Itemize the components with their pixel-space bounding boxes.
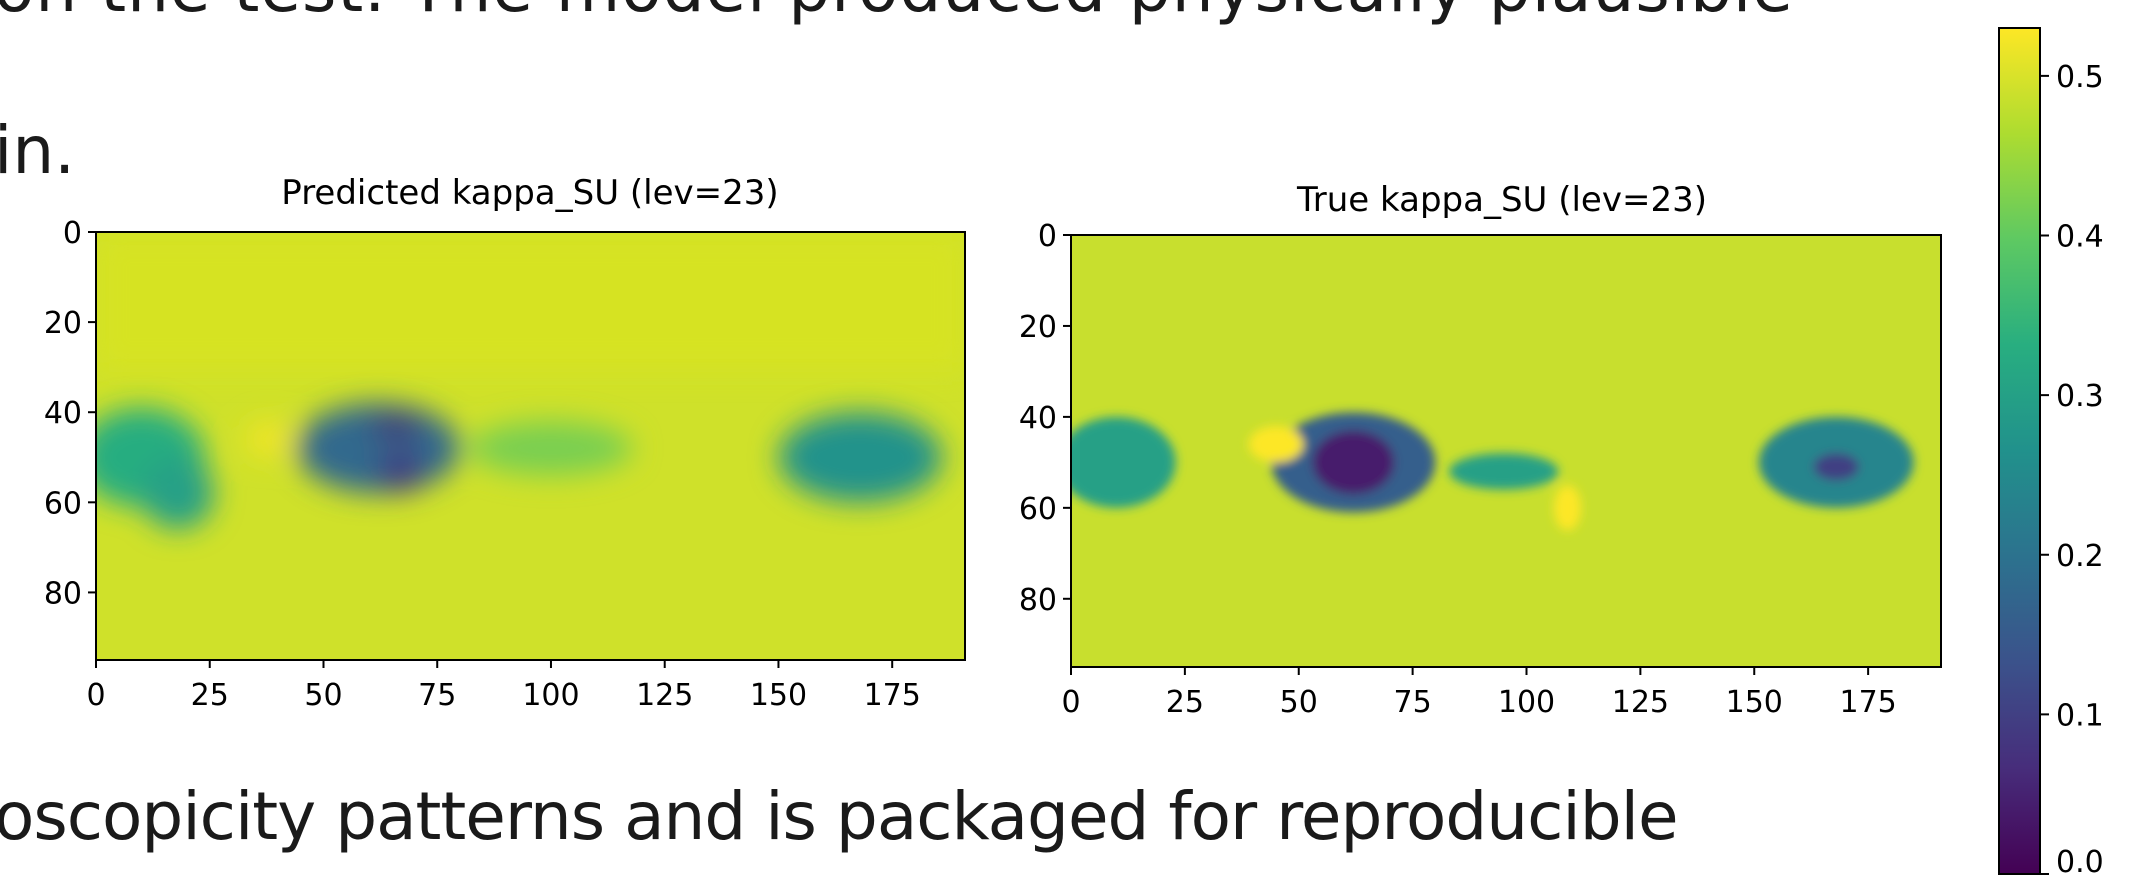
slide-text-line-3: oscopicity patterns and is packaged for … (0, 778, 1679, 855)
colorbar-tick-label: 0.1 (2056, 698, 2104, 733)
true-heatmap-title: True kappa_SU (lev=23) (1296, 180, 1707, 220)
heatmap-feature-7 (469, 421, 633, 476)
x-tick-label: 25 (191, 678, 229, 713)
heatmap-feature-0 (1071, 416, 1176, 508)
heatmap-feature-6 (246, 421, 292, 458)
x-tick-label: 150 (1726, 685, 1783, 720)
x-tick-label: 175 (864, 678, 921, 713)
y-tick-label: 80 (1019, 583, 1057, 618)
heatmap-feature-6 (1813, 453, 1860, 481)
y-tick-label: 60 (44, 486, 82, 521)
colorbar: 0.0 0.1 0.2 0.3 0.4 0.5 (1998, 27, 2104, 877)
true-heatmap-panel: True kappa_SU (lev=23) 0 25 50 75 100 125 150 1… (1019, 180, 1942, 720)
x-tick-label: 0 (1061, 685, 1080, 720)
x-tick-label: 125 (1612, 685, 1669, 720)
x-tick-label: 175 (1839, 685, 1896, 720)
slide-text-line-1: on the test. The model produced physical… (0, 0, 1794, 27)
predicted-heatmap-panel: Predicted kappa_SU (lev=23) 0 25 50 75 100 12… (44, 173, 966, 713)
y-tick-label: 0 (1038, 219, 1057, 254)
colorbar-tick-label: 0.5 (2056, 60, 2104, 95)
x-tick-label: 50 (304, 678, 342, 713)
heatmap-feature-1 (141, 457, 215, 530)
y-tick-label: 40 (44, 396, 82, 431)
y-tick-label: 20 (1019, 310, 1057, 345)
x-tick-label: 0 (86, 678, 105, 713)
slide-text-line-2: in. (0, 112, 76, 189)
x-tick-label: 100 (1498, 685, 1555, 720)
y-tick-label: 40 (1019, 401, 1057, 436)
x-tick-label: 150 (750, 678, 807, 713)
y-tick-label: 20 (44, 306, 82, 341)
y-tick-label: 60 (1019, 492, 1057, 527)
heatmap-feature-7 (1449, 453, 1559, 490)
heatmap-feature-4 (378, 448, 424, 494)
colorbar-tick-label: 0.0 (2056, 845, 2104, 877)
x-tick-label: 100 (522, 678, 579, 713)
x-tick-label: 50 (1280, 685, 1318, 720)
colorbar-tick-label: 0.4 (2056, 220, 2104, 255)
heatmap-feature-2 (1312, 430, 1395, 495)
predicted-heatmap-title: Predicted kappa_SU (lev=23) (281, 173, 778, 213)
colorbar-tick-label: 0.2 (2056, 539, 2104, 574)
x-tick-label: 125 (636, 678, 693, 713)
heatmap-feature-3 (1248, 425, 1304, 463)
y-tick-label: 0 (63, 216, 82, 251)
x-tick-label: 75 (418, 678, 456, 713)
colorbar-tick-label: 0.3 (2056, 379, 2104, 414)
x-tick-label: 25 (1166, 685, 1204, 720)
heatmap-feature-2 (296, 403, 460, 494)
x-tick-label: 75 (1394, 685, 1432, 720)
heatmap-feature-5 (778, 412, 943, 503)
y-tick-label: 80 (44, 576, 82, 611)
colorbar-gradient (1999, 28, 2040, 874)
heatmap-feature-3 (368, 416, 424, 435)
heatmap-feature-4 (1553, 485, 1582, 531)
